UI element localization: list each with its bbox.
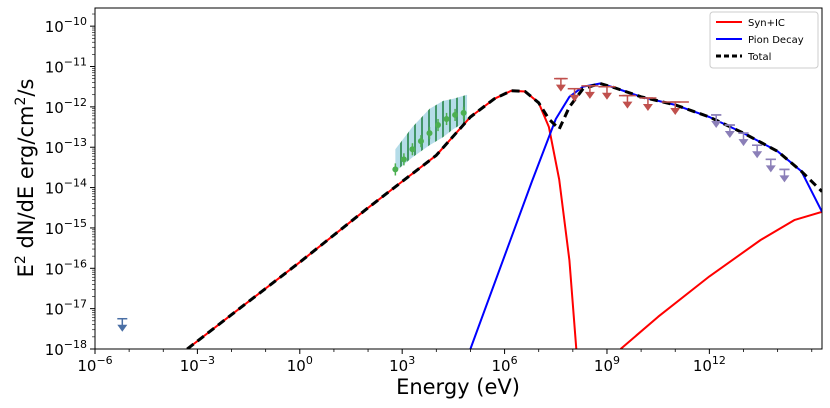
x-tick-label: 10−6 [77, 354, 112, 375]
y-tick-label: 10−12 [45, 96, 87, 117]
upper-limit-arrow [584, 91, 595, 99]
upper-limit-arrow [117, 324, 128, 332]
data-point [417, 138, 424, 145]
y-tick-label: 10−17 [45, 298, 87, 319]
data-point [460, 109, 467, 116]
upper-limit [765, 158, 776, 173]
upper-limit [661, 101, 689, 116]
legend: Syn+IC Pion Decay Total [709, 11, 819, 69]
y-tick-label: 10−15 [45, 217, 87, 238]
series-line-syn-ic [619, 210, 822, 349]
data-point [392, 166, 399, 173]
data-point [435, 122, 442, 129]
upper-limit [567, 87, 582, 102]
upper-limit [117, 317, 128, 332]
series-line-pion-decay [469, 82, 822, 349]
upper-limit-arrow [622, 101, 633, 109]
data-point [400, 156, 407, 163]
y-tick-label: 10−18 [45, 338, 87, 359]
data-point [409, 146, 416, 153]
x-tick-label: 100 [287, 354, 313, 375]
upper-limit [752, 144, 763, 159]
upper-limit-arrow [555, 84, 566, 92]
upper-limit [618, 94, 636, 109]
upper-limit-arrow [711, 120, 722, 128]
series-line-total [186, 82, 822, 349]
x-tick-label: 106 [492, 354, 518, 375]
y-tick-label: 10−16 [45, 257, 87, 278]
data-point [452, 111, 459, 118]
y-tick-label: 10−14 [45, 177, 87, 198]
plot-frame [94, 7, 823, 350]
x-tick-label: 1012 [693, 354, 726, 375]
upper-limit [598, 85, 616, 100]
upper-limit-arrow [724, 131, 735, 139]
upper-limit [639, 97, 657, 111]
data-point [426, 130, 433, 137]
legend-label-syn-ic: Syn+IC [748, 18, 785, 29]
legend-box [709, 11, 819, 69]
x-tick-label: 10−3 [180, 354, 215, 375]
upper-limit-arrow [601, 92, 612, 100]
upper-limit [581, 85, 599, 99]
upper-limit-arrow [765, 165, 776, 173]
x-axis-label: Energy (eV) [396, 375, 520, 399]
y-tick-label: 10−10 [45, 15, 87, 36]
points-layer [117, 77, 790, 332]
upper-limit [711, 114, 722, 128]
upper-limit [738, 132, 749, 147]
x-tick-label: 103 [389, 354, 415, 375]
upper-limit-arrow [569, 94, 580, 102]
series-layer [186, 82, 822, 349]
upper-limit [554, 77, 568, 92]
upper-limit [724, 124, 735, 139]
legend-label-total: Total [747, 52, 771, 63]
legend-label-pion-decay: Pion Decay [748, 35, 804, 46]
upper-limit-arrow [670, 108, 681, 116]
x-tick-label: 109 [594, 354, 620, 375]
y-tick-label: 10−13 [45, 136, 87, 157]
upper-limit [779, 168, 790, 183]
y-axis: 10−10 10−11 10−12 10−13 10−14 10−15 10−16 10−17… [45, 13, 95, 359]
y-tick-label: 10−11 [45, 56, 87, 77]
x-axis: 10−6 10−3 100 103 106 109 1012 [77, 349, 813, 375]
upper-limit-arrow [779, 175, 790, 183]
upper-limit-arrow [738, 139, 749, 147]
upper-limit-arrow [642, 103, 653, 111]
data-point [443, 115, 450, 122]
y-axis-label: E2 dN/dE erg/cm2/s [13, 79, 38, 278]
upper-limit-arrow [752, 151, 763, 159]
